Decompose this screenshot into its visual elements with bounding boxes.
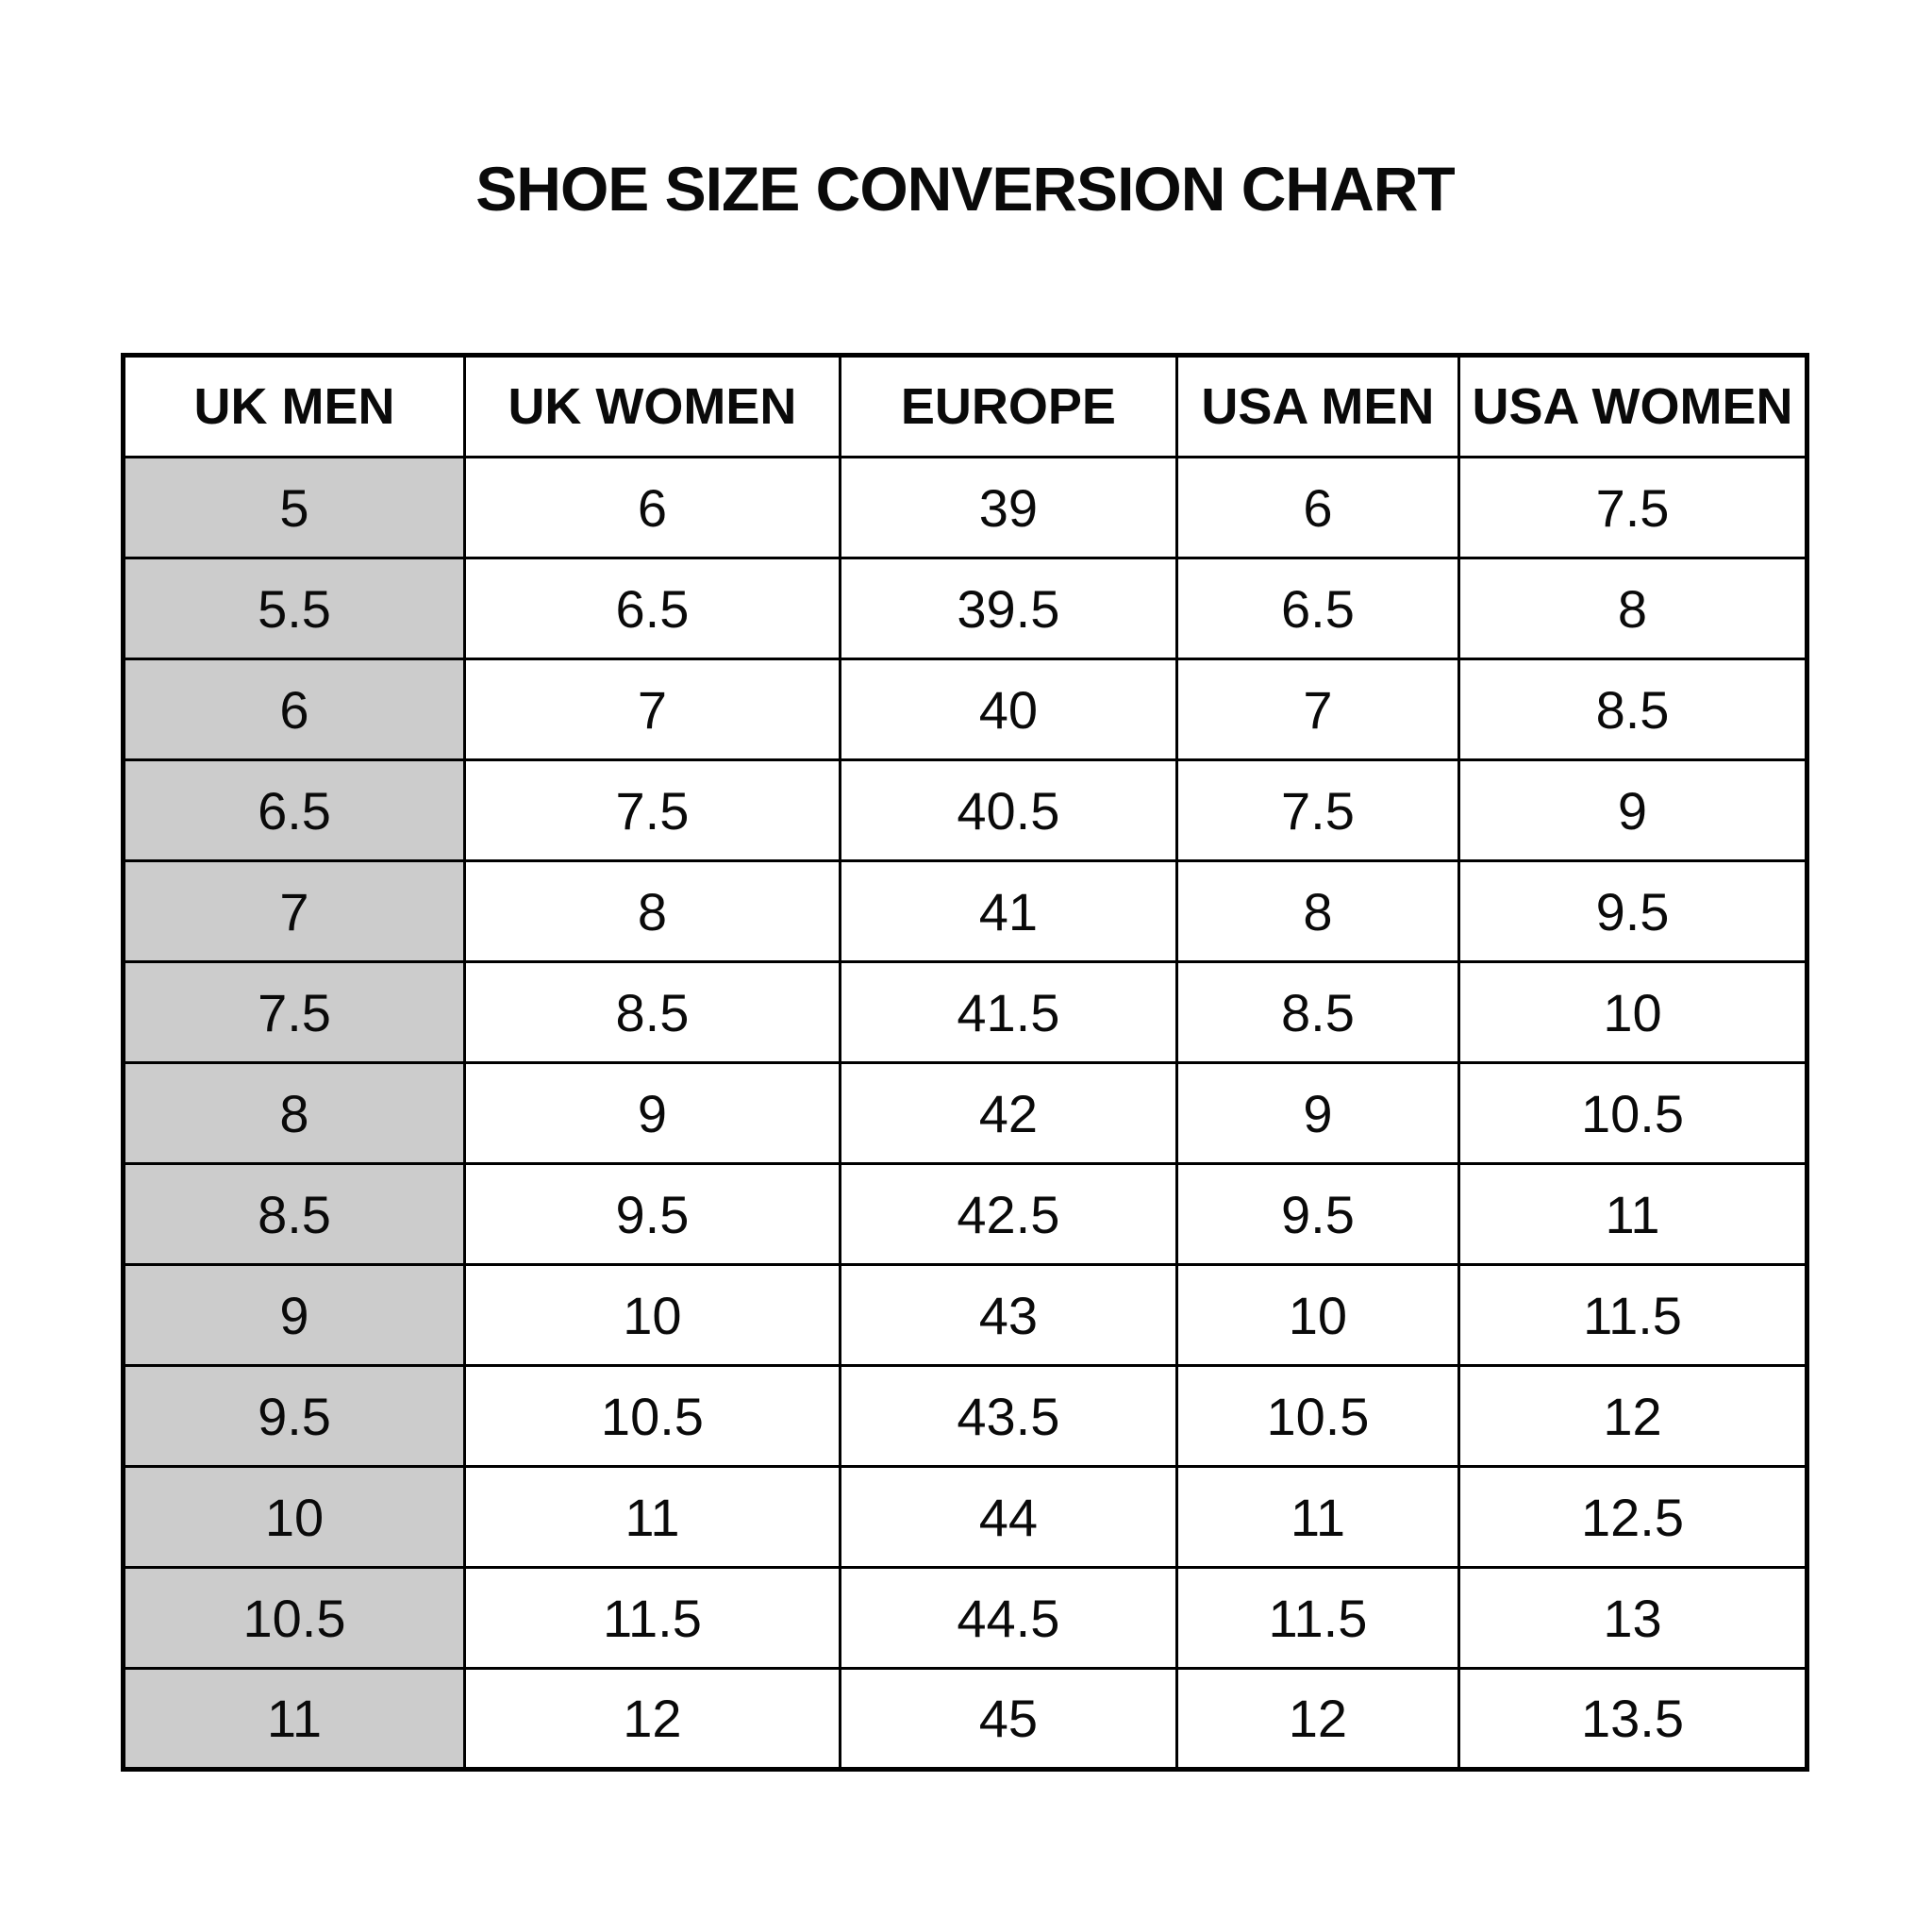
table-cell: 8 bbox=[1174, 859, 1461, 963]
row-header-cell-uk-men: 6 bbox=[122, 658, 466, 761]
row-header-cell-uk-men: 5.5 bbox=[122, 557, 466, 660]
table-cell: 41 bbox=[838, 859, 1178, 963]
table-cell: 7.5 bbox=[462, 758, 841, 862]
table-cell: 40.5 bbox=[838, 758, 1178, 862]
table-cell: 13.5 bbox=[1457, 1667, 1808, 1771]
table-cell: 42 bbox=[838, 1061, 1178, 1165]
row-header-cell-uk-men: 11 bbox=[122, 1667, 466, 1771]
table-cell: 6 bbox=[462, 456, 841, 559]
row-header-cell-uk-men: 8.5 bbox=[122, 1162, 466, 1266]
table-row: 6.5 7.5 40.5 7.5 9 bbox=[122, 758, 1808, 862]
table-cell: 10 bbox=[462, 1263, 841, 1367]
row-header-cell-uk-men: 7 bbox=[122, 859, 466, 963]
table-cell: 10.5 bbox=[462, 1364, 841, 1468]
table-cell: 10.5 bbox=[1457, 1061, 1808, 1165]
row-header-cell-uk-men: 9.5 bbox=[122, 1364, 466, 1468]
page-title: SHOE SIZE CONVERSION CHART bbox=[475, 154, 1455, 224]
table-cell: 8.5 bbox=[1457, 658, 1808, 761]
table-cell: 12 bbox=[1457, 1364, 1808, 1468]
table-cell: 43 bbox=[838, 1263, 1178, 1367]
table-row: 5.5 6.5 39.5 6.5 8 bbox=[122, 557, 1808, 660]
table-row: 6 7 40 7 8.5 bbox=[122, 658, 1808, 761]
table-cell: 42.5 bbox=[838, 1162, 1178, 1266]
table-cell: 11.5 bbox=[1174, 1566, 1461, 1670]
table-row: 7 8 41 8 9.5 bbox=[122, 859, 1808, 963]
table-cell: 10 bbox=[1174, 1263, 1461, 1367]
row-header-cell-uk-men: 10.5 bbox=[122, 1566, 466, 1670]
table-cell: 8 bbox=[1457, 557, 1808, 660]
row-header-cell-uk-men: 10 bbox=[122, 1465, 466, 1569]
table-cell: 7 bbox=[1174, 658, 1461, 761]
table-cell: 11.5 bbox=[1457, 1263, 1808, 1367]
table-cell: 8.5 bbox=[462, 960, 841, 1064]
column-header-usa-men: USA MEN bbox=[1174, 354, 1461, 458]
table-cell: 40 bbox=[838, 658, 1178, 761]
table-cell: 11 bbox=[1174, 1465, 1461, 1569]
table-row: 8.5 9.5 42.5 9.5 11 bbox=[122, 1162, 1808, 1266]
table-cell: 9.5 bbox=[1457, 859, 1808, 963]
table-cell: 11 bbox=[462, 1465, 841, 1569]
table-cell: 41.5 bbox=[838, 960, 1178, 1064]
row-header-cell-uk-men: 6.5 bbox=[122, 758, 466, 862]
table-row: 9.5 10.5 43.5 10.5 12 bbox=[122, 1364, 1808, 1468]
table-row: 10.5 11.5 44.5 11.5 13 bbox=[122, 1566, 1808, 1670]
table-cell: 43.5 bbox=[838, 1364, 1178, 1468]
row-header-cell-uk-men: 7.5 bbox=[122, 960, 466, 1064]
table-cell: 6.5 bbox=[1174, 557, 1461, 660]
column-header-uk-women: UK WOMEN bbox=[462, 354, 841, 458]
table-cell: 12 bbox=[462, 1667, 841, 1771]
table-cell: 9.5 bbox=[462, 1162, 841, 1266]
table-cell: 10 bbox=[1457, 960, 1808, 1064]
table-cell: 9 bbox=[1457, 758, 1808, 862]
column-header-uk-men: UK MEN bbox=[122, 354, 466, 458]
table-cell: 13 bbox=[1457, 1566, 1808, 1670]
table-row: 9 10 43 10 11.5 bbox=[122, 1263, 1808, 1367]
row-header-cell-uk-men: 5 bbox=[122, 456, 466, 559]
table-cell: 39.5 bbox=[838, 557, 1178, 660]
table-cell: 11 bbox=[1457, 1162, 1808, 1266]
table-cell: 7.5 bbox=[1174, 758, 1461, 862]
table-cell: 39 bbox=[838, 456, 1178, 559]
row-header-cell-uk-men: 9 bbox=[122, 1263, 466, 1367]
table-row: 7.5 8.5 41.5 8.5 10 bbox=[122, 960, 1808, 1064]
table-cell: 9 bbox=[462, 1061, 841, 1165]
table-row: 11 12 45 12 13.5 bbox=[122, 1667, 1808, 1771]
table-cell: 6.5 bbox=[462, 557, 841, 660]
table-cell: 9.5 bbox=[1174, 1162, 1461, 1266]
table-cell: 8.5 bbox=[1174, 960, 1461, 1064]
table-cell: 12.5 bbox=[1457, 1465, 1808, 1569]
table-cell: 7.5 bbox=[1457, 456, 1808, 559]
table-cell: 9 bbox=[1174, 1061, 1461, 1165]
row-header-cell-uk-men: 8 bbox=[122, 1061, 466, 1165]
table-row: 5 6 39 6 7.5 bbox=[122, 456, 1808, 559]
column-header-usa-women: USA WOMEN bbox=[1457, 354, 1808, 458]
table-cell: 45 bbox=[838, 1667, 1178, 1771]
column-header-europe: EUROPE bbox=[838, 354, 1178, 458]
table-cell: 8 bbox=[462, 859, 841, 963]
table-cell: 7 bbox=[462, 658, 841, 761]
table-cell: 12 bbox=[1174, 1667, 1461, 1771]
table-cell: 44.5 bbox=[838, 1566, 1178, 1670]
table-row: 10 11 44 11 12.5 bbox=[122, 1465, 1808, 1569]
table-cell: 44 bbox=[838, 1465, 1178, 1569]
header-row: UK MEN UK WOMEN EUROPE USA MEN USA WOMEN bbox=[122, 354, 1808, 458]
table-cell: 6 bbox=[1174, 456, 1461, 559]
table-cell: 10.5 bbox=[1174, 1364, 1461, 1468]
table-row: 8 9 42 9 10.5 bbox=[122, 1061, 1808, 1165]
table-cell: 11.5 bbox=[462, 1566, 841, 1670]
shoe-size-conversion-table: UK MEN UK WOMEN EUROPE USA MEN USA WOMEN… bbox=[121, 353, 1809, 1772]
